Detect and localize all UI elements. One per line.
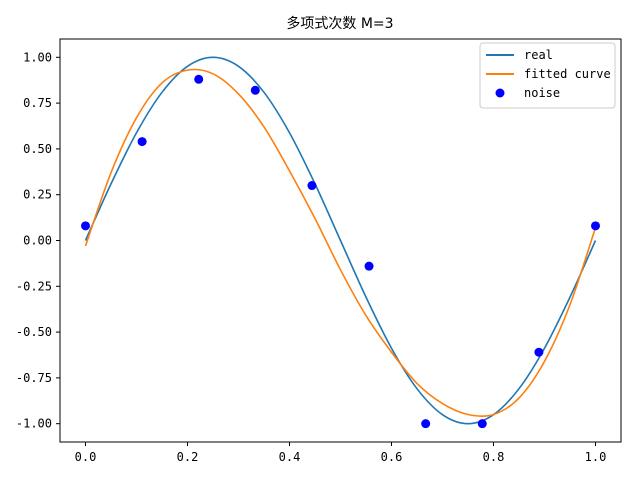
legend-swatch (495, 88, 505, 98)
noise-point (250, 85, 260, 95)
noise-point (307, 181, 317, 191)
noise-point (137, 137, 147, 147)
y-tick-label: 1.00 (23, 50, 52, 64)
legend-label: real (524, 48, 553, 62)
x-tick-label: 0.6 (381, 450, 403, 464)
series-line-fitted-curve (84, 68, 597, 418)
legend-label: noise (524, 86, 560, 100)
legend-box (479, 42, 616, 109)
noise-point (421, 419, 431, 429)
y-tick-label: 0.75 (23, 96, 52, 110)
y-tick-label: 0.00 (23, 234, 52, 248)
noise-point (477, 419, 487, 429)
y-tick-label: 0.50 (23, 142, 52, 156)
noise-point (81, 221, 90, 231)
y-tick-label: -1.00 (16, 417, 52, 431)
noise-point (534, 347, 544, 357)
legend: real fitted curve noise (479, 42, 616, 109)
x-tick-label: 0.2 (177, 450, 199, 464)
x-tick-label: 1.0 (585, 450, 607, 464)
chart-title: 多项式次数 M=3 (286, 15, 393, 32)
x-tick-label: 0.0 (75, 450, 97, 464)
y-tick-label: 0.25 (23, 188, 52, 202)
x-tick-label: 0.8 (483, 450, 505, 464)
legend-label: fitted curve (524, 67, 611, 81)
noise-point (194, 74, 204, 84)
x-tick-label: 0.4 (279, 450, 301, 464)
y-tick-label: -0.25 (16, 279, 52, 293)
series-line-real (84, 56, 597, 425)
noise-point (364, 261, 374, 271)
y-tick-label: -0.75 (16, 371, 52, 385)
y-tick-label: -0.50 (16, 325, 52, 339)
noise-point (591, 221, 600, 231)
